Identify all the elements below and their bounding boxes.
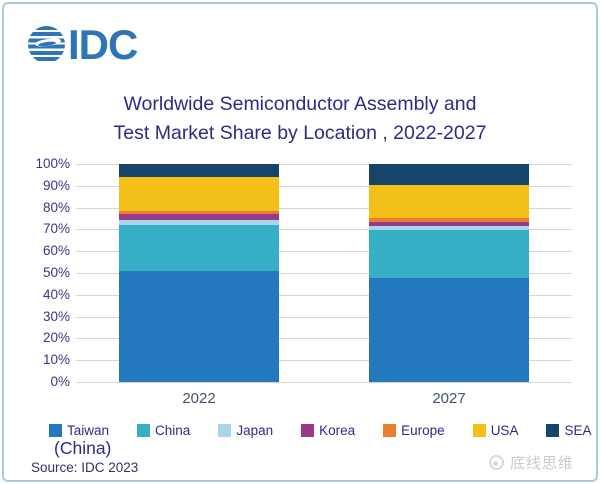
gridline bbox=[76, 164, 572, 165]
legend-label-taiwan: Taiwan bbox=[67, 423, 110, 438]
watermark: 底线思维 bbox=[488, 452, 574, 473]
gridline bbox=[76, 360, 572, 362]
x-axis-label-2027: 2027 bbox=[432, 390, 466, 407]
legend-swatch-china bbox=[137, 424, 151, 437]
bar-segment-2022-taiwan bbox=[119, 270, 279, 382]
watermark-text: 底线思维 bbox=[509, 455, 574, 472]
source-note: Source: IDC 2023 bbox=[31, 460, 139, 475]
y-axis-tick-label: 50% bbox=[42, 265, 70, 280]
chart-title-line2: Test Market Share by Location , 2022-202… bbox=[113, 122, 487, 144]
y-axis-tick-label: 10% bbox=[42, 352, 70, 368]
legend-taiwan-note: (China) bbox=[54, 438, 112, 458]
y-axis-tick-label: 90% bbox=[42, 177, 70, 193]
legend-item-usa: USA bbox=[472, 423, 519, 438]
gridline bbox=[76, 185, 572, 187]
y-axis-tick-label: 20% bbox=[42, 330, 70, 346]
gridline bbox=[76, 273, 572, 274]
chart-title-line1: Worldwide Semiconductor Assembly and bbox=[123, 93, 477, 115]
legend-label-korea: Korea bbox=[319, 423, 356, 438]
gridline bbox=[76, 294, 572, 296]
legend-item-japan: Japan bbox=[218, 423, 273, 438]
legend-item-taiwan: Taiwan bbox=[49, 423, 109, 438]
bar-segment-2027-usa bbox=[369, 184, 529, 218]
legend-item-sea: SEA bbox=[546, 423, 591, 438]
watermark-logo-icon bbox=[488, 455, 504, 470]
bar-segment-2022-japan bbox=[119, 220, 279, 226]
bar-segment-2027-europe bbox=[369, 217, 529, 222]
y-axis-tick-label: 100% bbox=[35, 156, 70, 171]
legend-label-japan: Japan bbox=[236, 423, 274, 438]
bar-segment-2022-europe bbox=[119, 210, 279, 214]
legend-swatch-sea bbox=[546, 424, 560, 437]
legend-item-europe: Europe bbox=[383, 423, 445, 438]
bar-segment-2027-taiwan bbox=[369, 278, 529, 382]
legend-label-usa: USA bbox=[490, 423, 519, 438]
bar-segment-2027-korea bbox=[369, 222, 529, 226]
gridline bbox=[76, 207, 572, 209]
y-axis-tick-label: 30% bbox=[42, 308, 70, 324]
bar-segment-2027-sea bbox=[369, 164, 529, 185]
legend-swatch-usa bbox=[472, 424, 486, 437]
gridline bbox=[76, 382, 572, 383]
y-axis-tick-label: 40% bbox=[42, 286, 70, 302]
legend-swatch-taiwan bbox=[49, 424, 62, 437]
legend-label-sea: SEA bbox=[564, 423, 592, 438]
stacked-bar-2022 bbox=[119, 164, 279, 382]
y-axis-tick-label: 70% bbox=[42, 221, 70, 237]
bar-segment-2022-china bbox=[119, 225, 279, 271]
bar-segment-2027-japan bbox=[369, 225, 529, 230]
legend-swatch-europe bbox=[383, 424, 397, 437]
chart-title: Worldwide Semiconductor Assembly and Tes… bbox=[4, 90, 596, 148]
bar-segment-2022-sea bbox=[119, 164, 279, 177]
legend-label-europe: Europe bbox=[401, 423, 445, 438]
legend-swatch-korea bbox=[301, 424, 315, 437]
legend-item-china: China bbox=[137, 423, 190, 438]
idc-logo-text: IDC bbox=[68, 21, 138, 68]
gridline bbox=[76, 251, 572, 253]
idc-globe-icon bbox=[28, 26, 65, 63]
stacked-bar-2027 bbox=[369, 164, 529, 382]
bar-segment-2027-china bbox=[369, 229, 529, 279]
y-axis-tick-label: 0% bbox=[50, 374, 70, 389]
legend: Taiwan China Japan Korea Europe USA SEA bbox=[49, 423, 591, 438]
x-axis-label-2022: 2022 bbox=[182, 390, 216, 407]
gridline bbox=[76, 338, 572, 340]
legend-swatch-japan bbox=[218, 424, 232, 437]
bar-segment-2022-korea bbox=[119, 213, 279, 221]
idc-logo: IDC bbox=[28, 21, 138, 68]
legend-item-korea: Korea bbox=[301, 423, 355, 438]
gridline bbox=[76, 316, 572, 318]
bar-segment-2022-usa bbox=[119, 176, 279, 211]
legend-label-china: China bbox=[155, 423, 191, 438]
y-axis-tick-label: 80% bbox=[42, 199, 70, 215]
y-axis-tick-label: 60% bbox=[42, 243, 70, 259]
gridline bbox=[76, 229, 572, 231]
